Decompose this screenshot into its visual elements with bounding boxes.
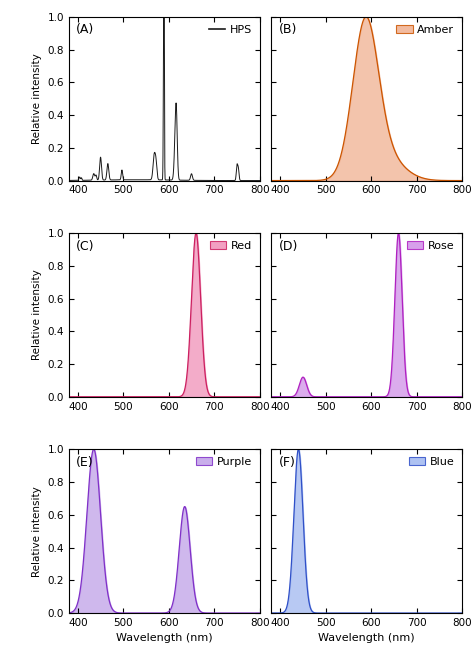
Legend: Rose: Rose	[404, 239, 456, 253]
Text: (F): (F)	[279, 456, 296, 469]
Y-axis label: Relative intensity: Relative intensity	[32, 486, 42, 576]
Y-axis label: Relative intensity: Relative intensity	[32, 54, 42, 144]
Text: (A): (A)	[76, 23, 95, 36]
Legend: Purple: Purple	[193, 455, 254, 469]
Text: (D): (D)	[279, 240, 298, 253]
Legend: Red: Red	[207, 239, 254, 253]
Text: (B): (B)	[279, 23, 297, 36]
X-axis label: Wavelength (nm): Wavelength (nm)	[116, 633, 212, 643]
Legend: HPS: HPS	[206, 22, 254, 37]
Text: (C): (C)	[76, 240, 95, 253]
Legend: Blue: Blue	[406, 455, 456, 469]
Legend: Amber: Amber	[394, 22, 456, 37]
Text: (E): (E)	[76, 456, 94, 469]
X-axis label: Wavelength (nm): Wavelength (nm)	[319, 633, 415, 643]
Y-axis label: Relative intensity: Relative intensity	[32, 269, 42, 360]
